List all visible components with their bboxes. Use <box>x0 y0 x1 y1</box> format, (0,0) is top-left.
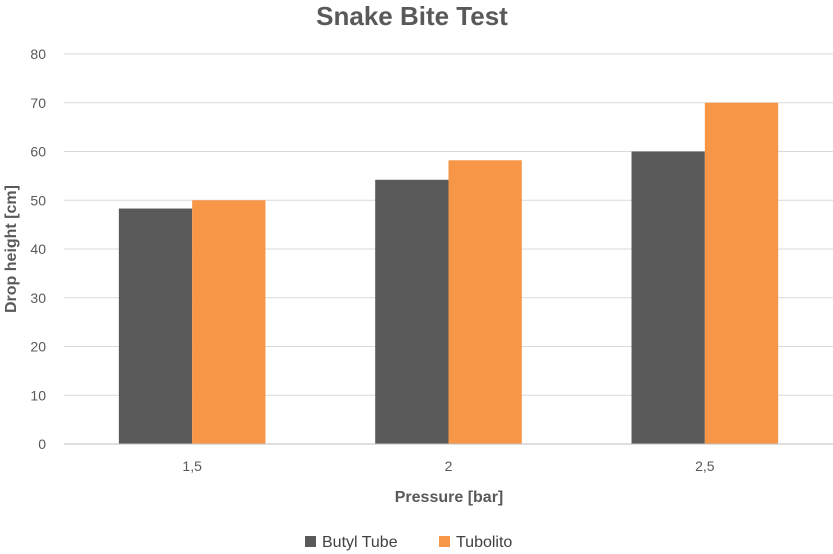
y-tick-label: 80 <box>30 46 46 62</box>
bar-tubolito <box>192 200 266 444</box>
bar-tubolito <box>448 160 522 444</box>
x-axis-title: Pressure [bar] <box>395 489 504 506</box>
y-tick-label: 0 <box>38 436 46 452</box>
y-tick-label: 50 <box>30 192 46 208</box>
x-tick-label: 1,5 <box>182 458 202 474</box>
bars <box>118 102 779 444</box>
y-tick-label: 20 <box>30 339 46 355</box>
y-axis-ticks: 0 10 20 30 40 50 60 70 80 <box>30 46 46 452</box>
bar-butyl-tube <box>118 208 193 444</box>
legend-swatch <box>439 536 450 547</box>
x-tick-label: 2 <box>445 458 453 474</box>
y-tick-label: 30 <box>30 290 46 306</box>
bar-tubolito <box>704 102 779 444</box>
legend: Butyl Tube Tubolito <box>305 534 512 551</box>
y-tick-label: 10 <box>30 387 46 403</box>
legend-label: Tubolito <box>456 534 512 551</box>
y-tick-label: 40 <box>30 241 46 257</box>
y-axis-title: Drop height [cm] <box>3 185 20 313</box>
y-tick-label: 60 <box>30 144 46 160</box>
bar-butyl-tube <box>631 151 705 444</box>
bar-butyl-tube <box>375 179 449 444</box>
legend-label: Butyl Tube <box>322 534 398 551</box>
legend-swatch <box>305 536 316 547</box>
y-tick-label: 70 <box>30 95 46 111</box>
x-axis-ticks: 1,5 2 2,5 <box>182 458 714 474</box>
x-tick-label: 2,5 <box>695 458 715 474</box>
chart-title: Snake Bite Test <box>316 1 508 31</box>
